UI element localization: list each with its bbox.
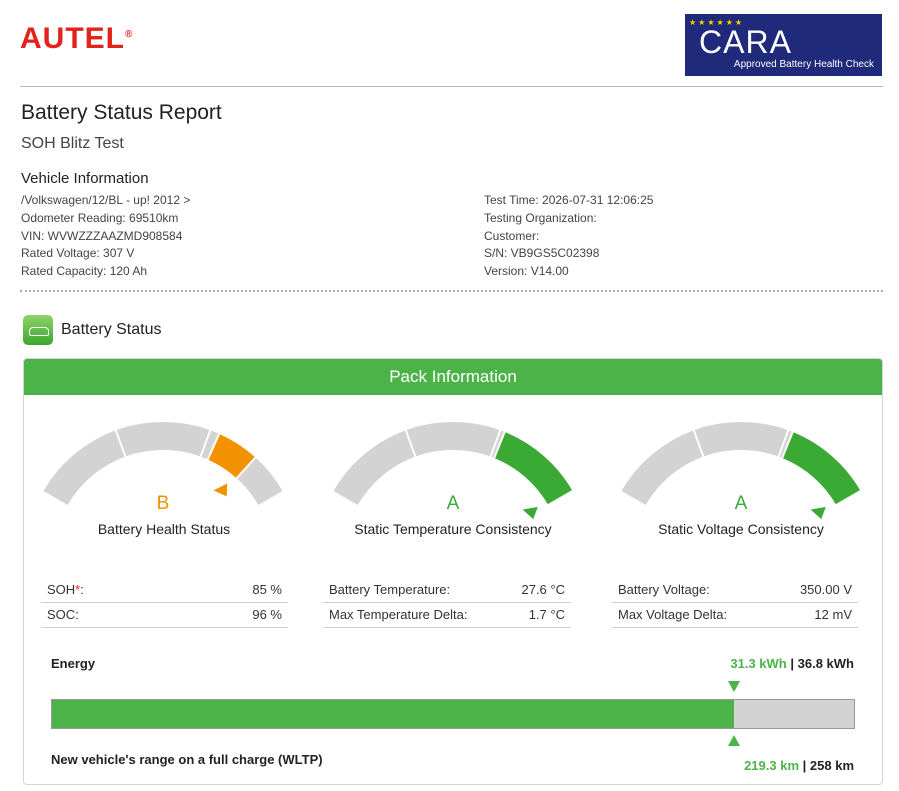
- info-line: Odometer Reading: 69510km: [21, 210, 179, 225]
- cara-badge: CARA Approved Battery Health Check ★★★★★…: [685, 14, 882, 76]
- label-part: *: [75, 582, 81, 597]
- row-value: 27.6 °C: [521, 582, 565, 597]
- row-label: SOH*:: [47, 582, 84, 597]
- gauge-segment: [207, 433, 256, 479]
- energy-current: 31.3 kWh: [730, 656, 787, 671]
- label-part: SOH: [47, 582, 76, 597]
- row-value: 96 %: [252, 607, 282, 622]
- label-part: Battery Temperature:: [329, 582, 451, 597]
- badge-title: CARA: [699, 24, 792, 60]
- info-row: Max Voltage Delta: 12 mV: [612, 602, 858, 628]
- label-part: Battery Voltage:: [618, 582, 710, 597]
- row-value: 12 mV: [814, 607, 852, 622]
- section-heading: Battery Status: [61, 321, 162, 338]
- gauge-divider: [692, 429, 705, 458]
- energy-values: 31.3 kWh | 36.8 kWh: [730, 656, 854, 671]
- range-marker: [728, 735, 741, 746]
- separator: |: [790, 656, 795, 671]
- gauge-divider: [834, 489, 862, 507]
- energy-total: 36.8 kWh: [797, 656, 854, 671]
- grade: B: [157, 493, 170, 514]
- logo-text: AUTEL: [20, 22, 125, 55]
- gauge-arc: [43, 422, 283, 506]
- gauge-divider: [404, 429, 417, 458]
- gauge-divider: [777, 429, 790, 458]
- gauge-label: Static Temperature Consistency: [354, 521, 551, 537]
- gauge-pointer: [810, 507, 826, 520]
- energy-bar-track: [51, 699, 855, 729]
- gauge-divider: [235, 456, 257, 480]
- logo: AUTEL®: [20, 22, 133, 56]
- row-label: Battery Temperature:: [329, 582, 450, 597]
- row-value: 1.7 °C: [528, 607, 565, 622]
- gauge-divider: [206, 432, 221, 461]
- gauge-segment: [781, 432, 861, 506]
- separator: |: [802, 758, 807, 773]
- report-title: Battery Status Report: [21, 101, 222, 124]
- divider: [20, 290, 883, 292]
- gauge-divider: [114, 429, 127, 458]
- info-line: /Volkswagen/12/BL - up! 2012 >: [21, 193, 191, 207]
- row-label: Max Temperature Delta:: [329, 607, 468, 622]
- info-row: Battery Voltage: 350.00 V: [612, 577, 858, 603]
- info-row: SOH*: 85 %: [41, 577, 288, 603]
- energy-marker: [728, 681, 741, 692]
- energy-bar: [52, 700, 735, 728]
- label-part: :: [80, 582, 84, 597]
- range-values: 219.3 km | 258 km: [744, 758, 854, 773]
- info-line: Customer:: [484, 228, 540, 243]
- info-line: Version: V14.00: [484, 264, 569, 279]
- info-line: Rated Capacity: 120 Ah: [21, 264, 148, 279]
- gauge-divider: [492, 430, 506, 460]
- grade: A: [735, 493, 748, 514]
- pack-panel: Pack Information: [23, 358, 883, 785]
- range-current: 219.3 km: [744, 758, 800, 773]
- row-value: 350.00 V: [799, 582, 852, 597]
- row-label: Battery Voltage:: [618, 582, 710, 597]
- row-label: SOC:: [47, 607, 79, 622]
- label-part: Max Temperature Delta:: [329, 607, 468, 622]
- grade: A: [447, 493, 460, 514]
- gauge-label: Static Voltage Consistency: [658, 521, 824, 537]
- info-line: Rated Voltage: 307 V: [21, 246, 135, 261]
- label-part: SOC:: [47, 607, 79, 622]
- energy-label: Energy: [51, 656, 96, 671]
- divider: [20, 86, 883, 87]
- label-part: Max Voltage Delta:: [618, 607, 728, 622]
- gauge-pointer: [522, 507, 538, 520]
- badge-subtitle: Approved Battery Health Check: [733, 59, 874, 70]
- row-label: Max Voltage Delta:: [618, 607, 727, 622]
- info-row: Battery Temperature: 27.6 °C: [323, 577, 571, 603]
- info-line: Test Time: 2026-07-31 12:06:25: [484, 193, 654, 207]
- gauge-divider: [199, 429, 212, 458]
- logo-mark: ®: [125, 29, 134, 40]
- gauge-segment: [493, 432, 573, 506]
- info-line: Testing Organization:: [484, 210, 597, 225]
- info-line: S/N: VB9GS5C02398: [484, 246, 600, 261]
- info-row: Max Temperature Delta: 1.7 °C: [323, 602, 571, 628]
- report-subtitle: SOH Blitz Test: [21, 135, 124, 152]
- panel-header: Pack Information: [24, 359, 882, 395]
- car-glyph: [29, 327, 49, 336]
- gauge-divider: [780, 430, 794, 460]
- gauge-pointer: [213, 483, 228, 497]
- section-heading: Vehicle Information: [21, 170, 149, 187]
- range-label: New vehicle's range on a full charge (WL…: [51, 752, 323, 767]
- battery-icon: [23, 315, 53, 345]
- info-line: VIN: WVWZZZAAZMD908584: [21, 228, 183, 243]
- row-value: 85 %: [252, 582, 282, 597]
- range-total: 258 km: [809, 758, 854, 773]
- gauge-divider: [546, 489, 574, 507]
- gauge-label: Battery Health Status: [98, 521, 230, 537]
- gauge-divider: [489, 429, 502, 458]
- badge-stars: ★★★★★★: [689, 18, 745, 27]
- info-row: SOC: 96 %: [41, 602, 288, 628]
